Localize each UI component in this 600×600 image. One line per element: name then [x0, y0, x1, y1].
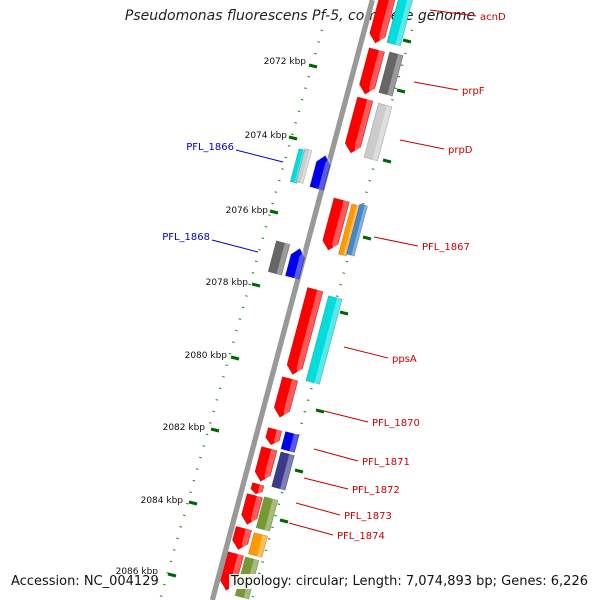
scale-label: 2086 kbp	[116, 567, 159, 577]
PFL_1868-partner-gene	[267, 240, 291, 276]
PFL_1872-partner-gene	[271, 451, 295, 491]
outer-dotted-track	[158, 29, 324, 600]
scale-tick	[167, 572, 177, 578]
label-leader-line	[288, 522, 334, 536]
label-leader-line	[235, 149, 284, 163]
prpF-gene	[359, 47, 386, 96]
label-leader-line	[303, 477, 349, 490]
acnD-gene	[369, 0, 397, 45]
label-leader-line	[373, 236, 419, 247]
prpD-gene	[344, 96, 374, 155]
scale-label: 2072 kbp	[264, 57, 307, 67]
prpF-partner-gene	[378, 51, 404, 97]
ppsA-partner-gene	[305, 295, 343, 385]
scale-label: 2074 kbp	[245, 131, 288, 141]
label-leader-line	[323, 410, 369, 423]
gene-label-prpf[interactable]: prpF	[462, 86, 485, 97]
topology-text: Topology: circular; Length: 7,074,893 bp…	[228, 574, 590, 589]
PFL_1866-strip-b	[295, 148, 313, 184]
gene-label-ppsa[interactable]: ppsA	[392, 354, 417, 365]
label-leader-line	[429, 9, 477, 17]
label-leader-line	[399, 139, 445, 150]
scale-tick	[230, 355, 240, 361]
ppsA-gene	[286, 287, 324, 376]
accession-text: Accession: NC_004129	[9, 574, 161, 589]
scale-ticks: 2072 kbp 2074 kbp 2076 kbp 2078 kbp 2080 kbp…	[116, 38, 412, 582]
gene-label-pfl-1874[interactable]: PFL_1874	[337, 531, 385, 542]
minor-tick	[396, 88, 406, 94]
PFL_1866-gene	[309, 155, 331, 191]
gene-labels: acnD prpF prpD PFL_1866 PFL_1867 PFL_1868 ppsA…	[162, 9, 506, 542]
scale-tick	[308, 63, 318, 69]
PFL_1871-gene	[265, 427, 283, 446]
gene-label-pfl-1868[interactable]: PFL_1868	[162, 232, 210, 243]
scale-tick	[188, 500, 198, 506]
backbone	[208, 0, 375, 600]
scale-label: 2080 kbp	[185, 351, 228, 361]
PFL_1872-gene	[254, 446, 278, 483]
gene-label-pfl-1866[interactable]: PFL_1866	[186, 142, 234, 153]
gene-label-pfl-1867[interactable]: PFL_1867	[422, 242, 470, 253]
minor-tick	[382, 158, 392, 164]
scale-tick	[251, 282, 261, 288]
gene-label-prpd[interactable]: prpD	[448, 145, 473, 156]
scale-tick	[210, 427, 220, 433]
label-leader-line	[413, 81, 459, 91]
minor-tick	[315, 408, 325, 414]
PFL_1873-gene	[241, 493, 263, 526]
minor-tick	[294, 468, 304, 474]
label-leader-line	[313, 448, 359, 462]
PFL_1874-gene	[232, 525, 252, 551]
acnD-partner-gene	[386, 0, 414, 47]
gene-label-pfl-1872[interactable]: PFL_1872	[352, 485, 400, 496]
label-leader-line	[211, 239, 259, 253]
scale-label: 2076 kbp	[226, 206, 269, 216]
minor-tick	[362, 235, 372, 241]
PFL_1874-partner-gene	[248, 532, 268, 558]
prpD-partner-gene	[363, 102, 393, 162]
PFL_1870-gene	[273, 376, 299, 419]
PFL_1871-partner-gene	[280, 431, 300, 453]
gene-label-pfl-1870[interactable]: PFL_1870	[372, 418, 420, 429]
PFL_1867-gene	[322, 197, 350, 252]
label-leader-line	[343, 346, 389, 359]
PFL_1872-small-gene	[250, 482, 265, 495]
scale-tick	[288, 135, 298, 141]
gene-features	[220, 0, 414, 600]
scale-label: 2078 kbp	[206, 278, 249, 288]
gene-label-pfl-1873[interactable]: PFL_1873	[344, 511, 392, 522]
label-leader-line	[295, 502, 341, 516]
gene-label-pfl-1871[interactable]: PFL_1871	[362, 457, 410, 468]
PFL_1868-gene	[285, 248, 305, 280]
minor-tick	[279, 518, 289, 524]
PFL_1867-strip-blue	[346, 203, 368, 257]
PFL_1873-partner-gene	[255, 496, 279, 532]
minor-tick	[339, 310, 349, 316]
minor-tick	[402, 38, 412, 44]
gene-label-acnd[interactable]: acnD	[480, 12, 506, 23]
scale-label: 2084 kbp	[141, 496, 184, 506]
scale-label: 2082 kbp	[163, 423, 206, 433]
scale-tick	[269, 209, 279, 215]
